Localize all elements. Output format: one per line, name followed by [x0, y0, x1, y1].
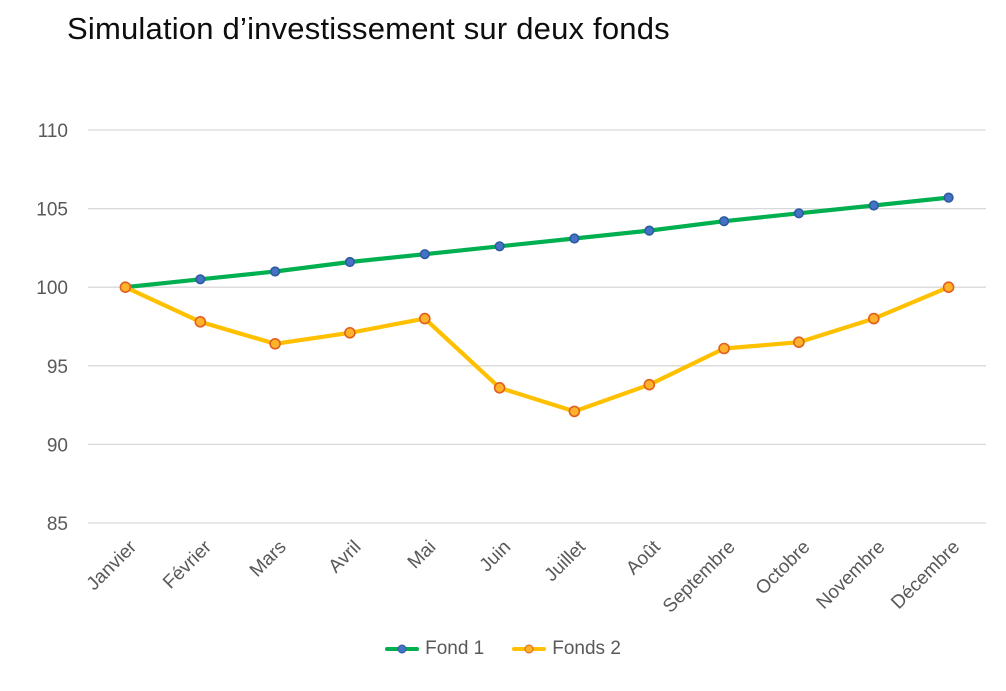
series-2-data-point: [344, 326, 356, 339]
series-1-data-point: [644, 225, 655, 236]
legend-line-sample-fonds-2: [512, 643, 547, 655]
x-axis-month-label: Janvier: [83, 536, 142, 595]
x-axis-month-label: Mai: [404, 537, 441, 574]
series-1-data-point: [943, 192, 954, 203]
series-2-data-point: [418, 312, 431, 325]
series-2-data-point: [269, 337, 281, 350]
legend-label-fonds-2: Fonds 2: [552, 638, 621, 659]
legend-item-fonds-2: Fonds 2: [512, 638, 621, 660]
series-1-data-point: [718, 216, 730, 227]
series-2-data-point: [119, 281, 132, 294]
x-axis-month-label: Décembre: [887, 537, 964, 614]
series-1-data-point: [270, 266, 281, 277]
series-2-data-point: [643, 378, 656, 391]
x-axis-month-label: Avril: [325, 537, 366, 578]
series-2-data-point: [942, 281, 955, 294]
series-2-data-point: [194, 315, 207, 328]
y-axis-tick-label: 85: [47, 514, 68, 535]
series-2-data-point: [493, 381, 506, 394]
y-axis-tick-label: 90: [47, 435, 68, 456]
series-2-data-point: [867, 312, 880, 325]
x-axis-month-label: Février: [159, 536, 216, 593]
series-1-data-point: [419, 249, 430, 260]
y-axis-tick-label: 105: [36, 200, 68, 221]
x-axis-month-label: Août: [622, 536, 665, 579]
legend-label-fond-1: Fond 1: [425, 638, 485, 659]
series-1-data-point: [569, 233, 580, 244]
legend-item-fond-1: Fond 1: [385, 638, 484, 660]
x-axis-month-label: Novembre: [813, 537, 890, 614]
legend-marker-icon: [524, 644, 534, 654]
series-1-data-point: [793, 208, 805, 219]
series-2-data-point: [568, 405, 581, 418]
x-axis-month-label: Mars: [246, 537, 291, 582]
series-1-data-point: [494, 241, 505, 252]
x-axis-month-label: Septembre: [659, 537, 740, 618]
x-axis-month-label: Juillet: [541, 536, 591, 586]
series-1-data-point: [868, 200, 879, 211]
legend-marker-icon: [397, 644, 407, 654]
series-1-data-point: [344, 256, 356, 268]
y-axis-tick-label: 110: [38, 121, 68, 142]
series-1-data-point: [195, 274, 206, 285]
series-line-2: [123, 285, 951, 414]
x-axis-month-label: Octobre: [752, 537, 815, 600]
series-2-data-point: [793, 336, 805, 349]
x-axis-month-label: Juin: [476, 537, 515, 576]
legend-line-sample-fond-1: [385, 643, 420, 655]
series-line-1: [123, 195, 951, 290]
series-2-data-point: [718, 342, 730, 355]
chart-title: Simulation d’investissement sur deux fon…: [67, 11, 670, 46]
y-axis-tick-label: 95: [47, 357, 68, 378]
y-axis-tick-label: 100: [36, 278, 68, 299]
chart-legend: Fond 1 Fonds 2: [0, 638, 1006, 660]
